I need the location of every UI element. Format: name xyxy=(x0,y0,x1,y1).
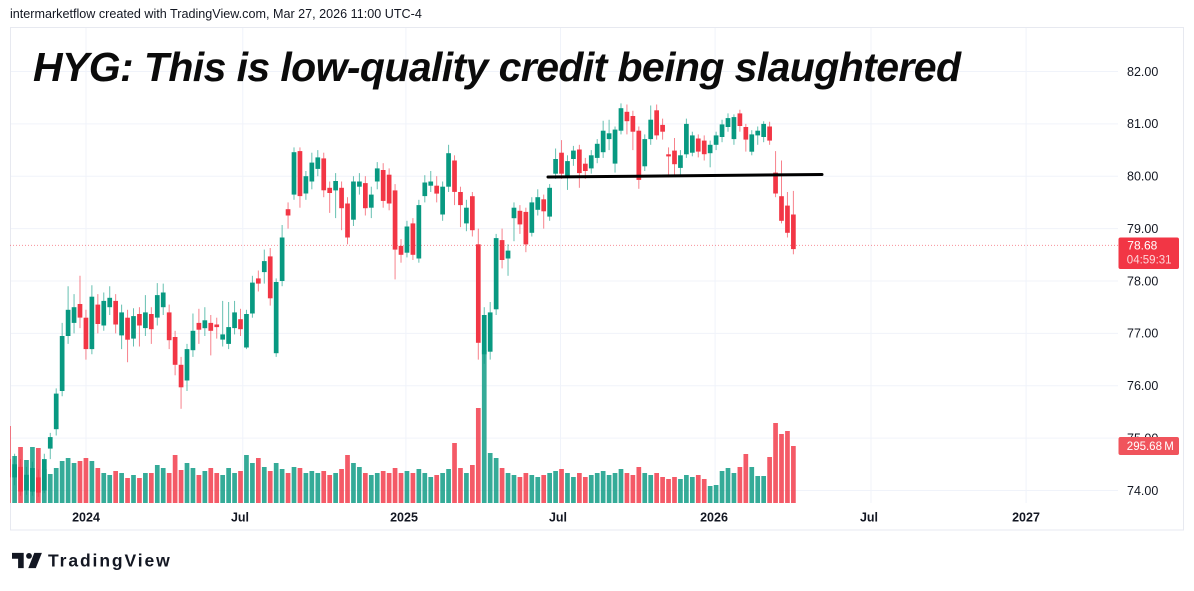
svg-text:Jul: Jul xyxy=(231,511,249,525)
svg-text:74.00: 74.00 xyxy=(1127,484,1158,498)
svg-text:80.00: 80.00 xyxy=(1127,170,1158,184)
svg-text:76.00: 76.00 xyxy=(1127,379,1158,393)
svg-text:77.00: 77.00 xyxy=(1127,327,1158,341)
svg-text:04:59:31: 04:59:31 xyxy=(1127,255,1172,267)
svg-text:79.00: 79.00 xyxy=(1127,222,1158,236)
svg-text:Jul: Jul xyxy=(549,511,567,525)
svg-text:TradingView: TradingView xyxy=(48,551,172,571)
svg-text:2026: 2026 xyxy=(700,511,728,525)
svg-text:78.68: 78.68 xyxy=(1127,239,1157,253)
svg-text:2027: 2027 xyxy=(1012,511,1040,525)
svg-text:295.68 M: 295.68 M xyxy=(1127,441,1174,453)
svg-text:81.00: 81.00 xyxy=(1127,117,1158,131)
svg-text:78.00: 78.00 xyxy=(1127,274,1158,288)
svg-text:2024: 2024 xyxy=(72,511,100,525)
svg-text:Jul: Jul xyxy=(860,511,878,525)
svg-text:82.00: 82.00 xyxy=(1127,65,1158,79)
svg-text:2025: 2025 xyxy=(390,511,418,525)
